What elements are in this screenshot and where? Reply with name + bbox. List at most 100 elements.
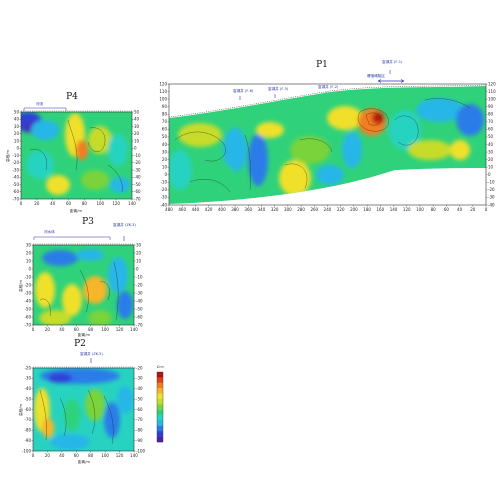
y-tick-label: -10 bbox=[24, 274, 31, 279]
y-tick-label: 10 bbox=[26, 258, 32, 263]
p4-y-axis-label: 高程/m bbox=[5, 150, 10, 162]
y-tick-label: 10 bbox=[162, 164, 168, 169]
y-tick-label-right: -20 bbox=[488, 187, 495, 192]
x-tick-label: 320 bbox=[271, 207, 279, 212]
legend-swatch bbox=[157, 377, 163, 383]
p1-annotation-f5: 富湖井 (F-5) bbox=[268, 86, 289, 91]
y-tick-label-right: 110 bbox=[488, 89, 496, 94]
y-tick-label-right: 80 bbox=[488, 112, 494, 117]
legend-swatches bbox=[156, 371, 164, 443]
y-tick-label-right: -10 bbox=[136, 274, 143, 279]
panel-p4: P4 河流 bbox=[5, 92, 141, 213]
x-tick-label: 100 bbox=[101, 327, 109, 332]
y-tick-label-right: -60 bbox=[136, 407, 143, 412]
y-tick-label-right: -30 bbox=[136, 290, 143, 295]
y-tick-label-right: 50 bbox=[134, 109, 140, 114]
y-tick-label: -60 bbox=[24, 314, 31, 319]
y-tick-label: -30 bbox=[12, 167, 19, 172]
y-tick-label: 50 bbox=[14, 109, 20, 114]
x-tick-label: 60 bbox=[444, 207, 450, 212]
x-tick-label: 200 bbox=[350, 207, 358, 212]
y-tick-label: -30 bbox=[24, 290, 31, 295]
y-tick-label-right: -30 bbox=[136, 376, 143, 381]
y-tick-label-right: -100 bbox=[136, 448, 146, 453]
x-tick-label: 380 bbox=[231, 207, 239, 212]
y-tick-label-right: 70 bbox=[488, 119, 494, 124]
y-tick-label: -30 bbox=[24, 376, 31, 381]
y-tick-label: 20 bbox=[14, 131, 20, 136]
x-tick-label: 160 bbox=[377, 207, 385, 212]
y-tick-label: -20 bbox=[24, 365, 31, 370]
y-tick-label-right: 0 bbox=[134, 146, 137, 151]
y-tick-label-right: 0 bbox=[488, 172, 491, 177]
y-tick-label-right: -10 bbox=[488, 180, 495, 185]
y-tick-label: -40 bbox=[160, 202, 167, 207]
x-tick-label: 40 bbox=[50, 201, 56, 206]
x-tick-label: 100 bbox=[101, 453, 109, 458]
p1-x-tick-labels: 480 460 440 420 400 380 360 340 320 300 280 260 240 2… bbox=[165, 205, 488, 212]
p1-collapse-arrowheads bbox=[377, 79, 405, 83]
y-tick-label-right: 100 bbox=[488, 96, 496, 101]
p4-river-bracket bbox=[23, 107, 67, 111]
y-tick-label-right: 40 bbox=[134, 117, 140, 122]
x-tick-label: 240 bbox=[324, 207, 332, 212]
p1-annotation-f2: 富湖井 (F-2) bbox=[318, 84, 339, 89]
y-tick-label: -40 bbox=[24, 386, 31, 391]
resistivity-color-legend: Ω·m bbox=[156, 365, 164, 443]
y-tick-label: -100 bbox=[22, 448, 32, 453]
legend-swatch bbox=[157, 372, 163, 378]
p1-annotation-f1: 富湖井 (F-1) bbox=[382, 59, 403, 64]
p3-water-bracket bbox=[33, 236, 111, 240]
x-tick-label: 400 bbox=[218, 207, 226, 212]
y-tick-label: -50 bbox=[12, 182, 19, 187]
y-tick-label-right: -90 bbox=[136, 438, 143, 443]
p4-annotation-river: 河流 bbox=[36, 101, 44, 106]
x-tick-label: 480 bbox=[165, 207, 173, 212]
y-tick-label: -10 bbox=[12, 153, 19, 158]
x-tick-label: 0 bbox=[20, 201, 23, 206]
x-tick-label: 120 bbox=[403, 207, 411, 212]
y-tick-label-right: 0 bbox=[136, 266, 139, 271]
y-tick-label-right: -20 bbox=[136, 282, 143, 287]
panel-p3-title: P3 bbox=[82, 217, 94, 227]
x-tick-label: 60 bbox=[74, 453, 80, 458]
y-tick-label: -20 bbox=[160, 187, 167, 192]
x-tick-label: 120 bbox=[116, 453, 124, 458]
legend-swatch bbox=[157, 393, 163, 400]
p3-y-tick-labels-left: 30 20 10 0 -10 -20 -30 -40 -50 -60 -70 bbox=[24, 242, 33, 327]
y-tick-label: 80 bbox=[162, 112, 168, 117]
legend-swatch bbox=[157, 382, 163, 389]
y-tick-label-right: -60 bbox=[136, 314, 143, 319]
y-tick-label-right: -60 bbox=[134, 189, 141, 194]
p4-x-tick-labels: 0 20 40 60 80 100 120 140 bbox=[20, 199, 136, 206]
y-tick-label-right: 50 bbox=[488, 134, 494, 139]
legend-swatch bbox=[157, 436, 163, 443]
x-tick-label: 340 bbox=[258, 207, 266, 212]
y-tick-label: 30 bbox=[14, 124, 20, 129]
legend-swatch bbox=[157, 420, 163, 427]
y-tick-label: 90 bbox=[162, 104, 168, 109]
y-tick-label: -80 bbox=[24, 428, 31, 433]
y-tick-label: 60 bbox=[162, 127, 168, 132]
p1-annotation-f6: 富湖井 (F-6) bbox=[233, 88, 254, 93]
y-tick-label-right: -40 bbox=[136, 386, 143, 391]
legend-swatch bbox=[157, 404, 163, 410]
x-tick-label: 20 bbox=[34, 201, 40, 206]
p2-y-axis-label: 高程/m bbox=[18, 404, 23, 416]
y-tick-label: -60 bbox=[12, 189, 19, 194]
panel-p4-title: P4 bbox=[66, 92, 78, 102]
panel-p1-annotations: 富湖井 (F-6) 富湖井 (F-5) 富湖井 (F-2) 富湖井 (F-1) … bbox=[233, 59, 405, 100]
y-tick-label: 50 bbox=[162, 134, 168, 139]
p2-y-tick-labels-left: -20 -30 -40 -50 -60 -70 -80 -90 -100 bbox=[22, 365, 33, 453]
x-tick-label: 80 bbox=[88, 453, 94, 458]
x-tick-label: 140 bbox=[390, 207, 398, 212]
x-tick-label: 20 bbox=[45, 327, 51, 332]
y-tick-label: 40 bbox=[162, 142, 168, 147]
y-tick-label: -20 bbox=[24, 282, 31, 287]
p3-x-tick-labels: 0 20 40 60 80 100 120 140 bbox=[32, 325, 138, 332]
y-tick-label: 30 bbox=[26, 242, 32, 247]
x-tick-label: 20 bbox=[45, 453, 51, 458]
p3-x-axis-label: 距离/m bbox=[78, 332, 90, 337]
x-tick-label: 40 bbox=[59, 453, 65, 458]
legend-swatch bbox=[157, 425, 163, 432]
